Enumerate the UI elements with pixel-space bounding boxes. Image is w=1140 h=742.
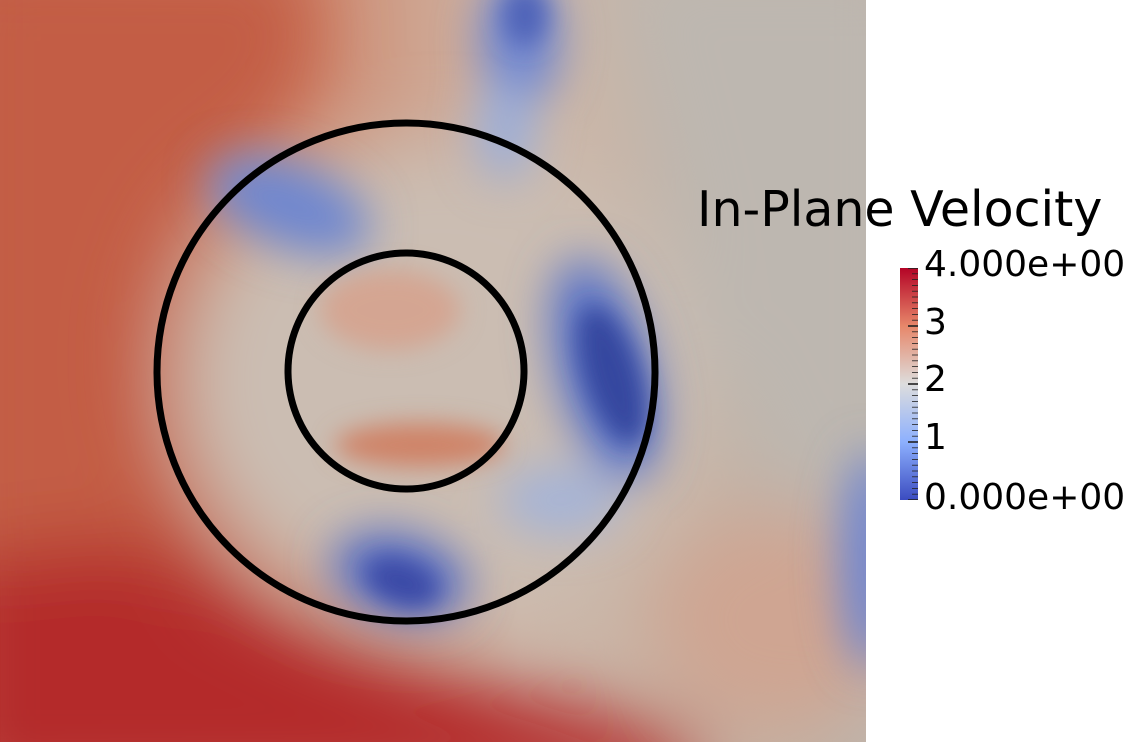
velocity-field bbox=[0, 0, 866, 742]
outer-ring bbox=[153, 119, 659, 625]
color-scale-bar bbox=[900, 268, 918, 500]
colorbar-ticks bbox=[908, 268, 918, 500]
colorbar-tick-1: 1 bbox=[924, 417, 947, 458]
colorbar-tick-3: 3 bbox=[924, 302, 947, 343]
velocity-field-view[interactable] bbox=[0, 0, 866, 742]
colorbar-min-label: 0.000e+00 bbox=[924, 477, 1126, 518]
legend-title: In-Plane Velocity bbox=[697, 181, 1103, 238]
colorbar-max-label: 4.000e+00 bbox=[924, 244, 1126, 285]
inner-ring bbox=[284, 249, 528, 493]
colorbar-tick-2: 2 bbox=[924, 359, 947, 400]
